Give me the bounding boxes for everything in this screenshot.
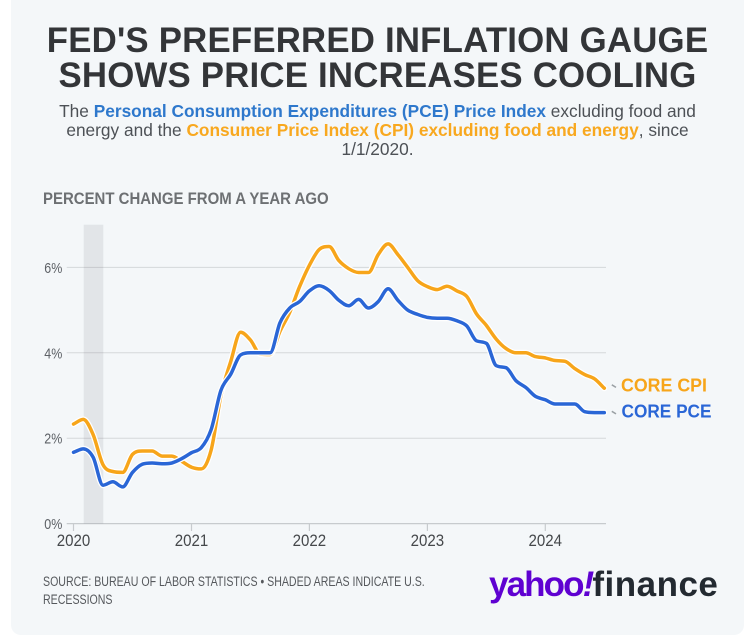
svg-text:2021: 2021 (175, 532, 209, 550)
svg-text:4%: 4% (44, 345, 62, 362)
svg-text:CORE CPI: CORE CPI (621, 375, 707, 396)
svg-text:2024: 2024 (529, 532, 563, 550)
svg-text:6%: 6% (44, 260, 62, 277)
svg-text:CORE PCE: CORE PCE (622, 401, 712, 422)
svg-text:0%: 0% (44, 516, 62, 533)
svg-text:2023: 2023 (411, 532, 445, 550)
svg-text:2022: 2022 (293, 532, 327, 550)
svg-text:2020: 2020 (57, 532, 91, 550)
svg-text:2%: 2% (44, 431, 62, 448)
